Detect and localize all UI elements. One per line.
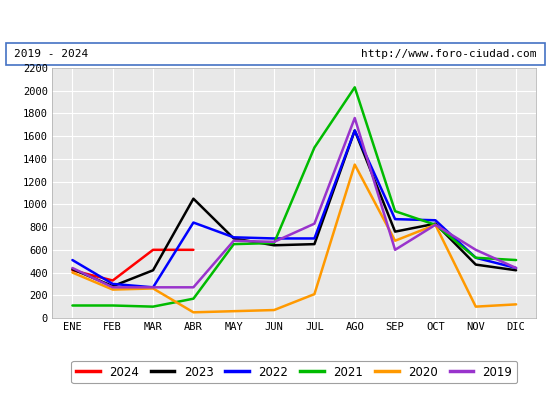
Text: http://www.foro-ciudad.com: http://www.foro-ciudad.com: [361, 49, 536, 59]
Legend: 2024, 2023, 2022, 2021, 2020, 2019: 2024, 2023, 2022, 2021, 2020, 2019: [72, 361, 517, 383]
Text: Evolucion Nº Turistas Nacionales en el municipio de Corduente: Evolucion Nº Turistas Nacionales en el m…: [45, 14, 505, 28]
Text: 2019 - 2024: 2019 - 2024: [14, 49, 88, 59]
